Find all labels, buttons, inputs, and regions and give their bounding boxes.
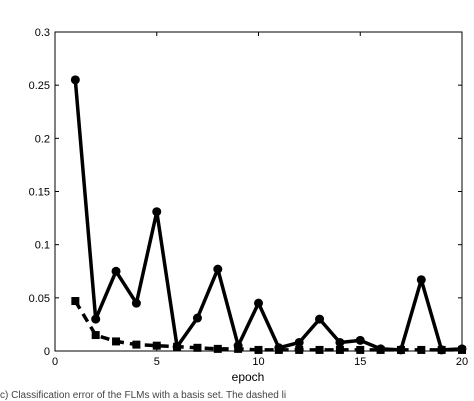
series-solid-point bbox=[437, 345, 447, 355]
series-solid-point bbox=[111, 266, 121, 276]
series-dashed-point bbox=[71, 297, 80, 306]
series-dashed-point bbox=[112, 337, 121, 346]
caption: c) Classification error of the FLMs with… bbox=[0, 390, 286, 401]
series-solid-point bbox=[192, 313, 202, 323]
series-dashed-point bbox=[295, 345, 304, 354]
series-dashed-point bbox=[91, 331, 100, 340]
series-solid-point bbox=[233, 341, 243, 351]
y-axis-ticks: 0 0.05 0.1 0.15 0.2 0.25 0.3 bbox=[29, 27, 462, 358]
series-solid-point bbox=[131, 298, 141, 308]
series-dashed-point bbox=[315, 345, 324, 354]
series-solid-point bbox=[172, 342, 182, 352]
x-axis-label: epoch bbox=[232, 370, 265, 384]
series-dashed-point bbox=[193, 343, 202, 352]
series-solid-point bbox=[213, 264, 223, 274]
x-tick-label: 15 bbox=[354, 356, 366, 368]
series-solid-point bbox=[355, 335, 365, 345]
series-solid-point bbox=[70, 75, 80, 85]
series-dashed-point bbox=[417, 345, 426, 354]
x-tick-label: 10 bbox=[252, 356, 264, 368]
series-solid-point bbox=[315, 314, 325, 324]
y-tick-label: 0.15 bbox=[29, 187, 50, 199]
series-dashed-point bbox=[356, 345, 365, 354]
series-solid-point bbox=[294, 337, 304, 347]
series-solid-point bbox=[416, 275, 426, 285]
x-tick-label: 5 bbox=[154, 356, 160, 368]
series-solid-point bbox=[254, 298, 263, 308]
series-solid-point bbox=[91, 314, 101, 324]
series-dashed-line bbox=[73, 300, 462, 352]
series-dashed-point bbox=[213, 344, 222, 353]
plot-area bbox=[54, 31, 463, 352]
series-solid-point bbox=[274, 343, 284, 353]
series-dashed-point bbox=[152, 341, 161, 350]
y-tick-label: 0.25 bbox=[29, 80, 50, 92]
series-solid-point bbox=[335, 337, 345, 347]
y-tick-label: 0 bbox=[44, 346, 50, 358]
series-solid-point bbox=[396, 345, 406, 355]
y-tick-label: 0.3 bbox=[35, 27, 50, 39]
series-dashed-point bbox=[132, 340, 141, 349]
y-tick-label: 0.05 bbox=[29, 293, 50, 305]
series-solid-point bbox=[376, 344, 386, 354]
series-dashed-point bbox=[254, 345, 263, 354]
series-solid-point bbox=[457, 344, 467, 354]
x-tick-label: 20 bbox=[456, 356, 468, 368]
y-tick-label: 0.2 bbox=[35, 133, 50, 145]
x-tick-label: 0 bbox=[52, 356, 58, 368]
y-tick-label: 0.1 bbox=[35, 240, 50, 252]
series-layer bbox=[70, 75, 467, 355]
series-dashed-point bbox=[335, 345, 344, 354]
series-solid-point bbox=[152, 207, 162, 217]
x-axis-ticks: 0 5 10 15 20 bbox=[52, 32, 468, 368]
